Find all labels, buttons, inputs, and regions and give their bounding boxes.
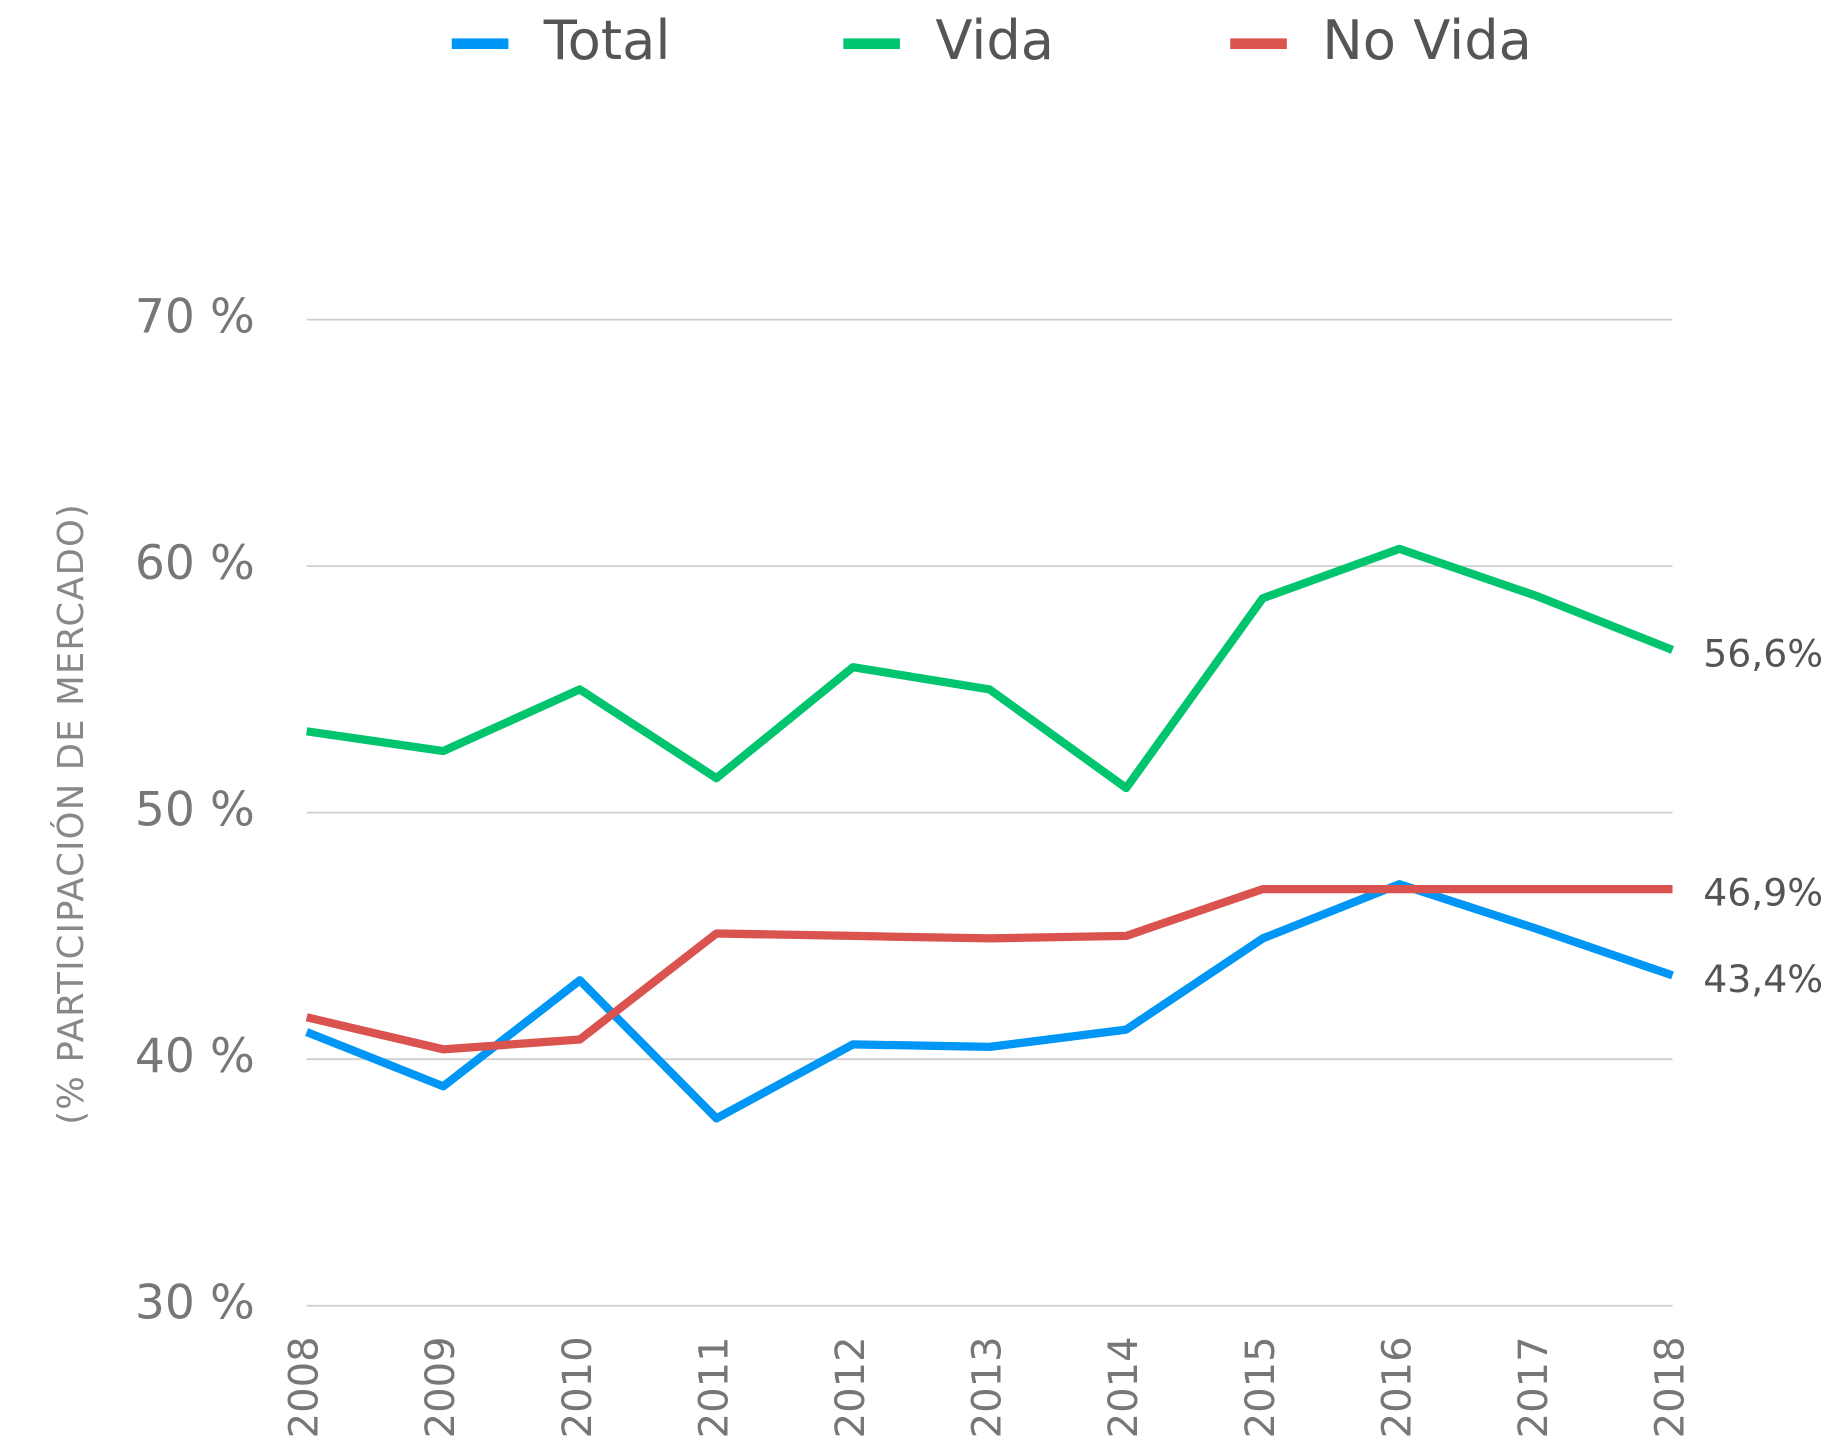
x-tick-label: 2008 (282, 1336, 328, 1438)
x-tick-label: 2016 (1374, 1336, 1420, 1438)
data-label: 43,4% (1703, 957, 1823, 1001)
x-tick-label: 2018 (1648, 1336, 1694, 1438)
y-tick-label: 30 % (135, 1276, 255, 1331)
x-tick-label: 2017 (1511, 1336, 1557, 1438)
legend-label: No Vida (1322, 9, 1532, 72)
plot: (% PARTICIPACIÓN DE MERCADO) 30 % 40 % 50 … (50, 9, 1823, 1439)
legend-label: Total (543, 9, 671, 72)
y-tick-label: 40 % (135, 1029, 255, 1084)
x-tick-label: 2011 (691, 1336, 737, 1438)
data-label: 46,9% (1703, 870, 1823, 914)
line-series (306, 544, 1675, 793)
y-tick-label: 50 % (135, 783, 255, 838)
y-tick-label: 70 % (135, 290, 255, 345)
line-series (305, 880, 1674, 1123)
x-tick-label: 2010 (555, 1336, 601, 1438)
line-series (305, 884, 1673, 1054)
x-tick-label: 2014 (1101, 1336, 1147, 1438)
x-tick-label: 2012 (828, 1336, 874, 1438)
y-axis-label: (% PARTICIPACIÓN DE MERCADO) (50, 503, 92, 1125)
x-tick-label: 2009 (418, 1336, 464, 1438)
legend-label: Vida (935, 9, 1054, 72)
y-tick-label: 60 % (135, 536, 255, 591)
x-tick-label: 2015 (1238, 1336, 1284, 1438)
x-tick-label: 2013 (965, 1336, 1011, 1438)
data-label: 56,6% (1703, 631, 1823, 675)
